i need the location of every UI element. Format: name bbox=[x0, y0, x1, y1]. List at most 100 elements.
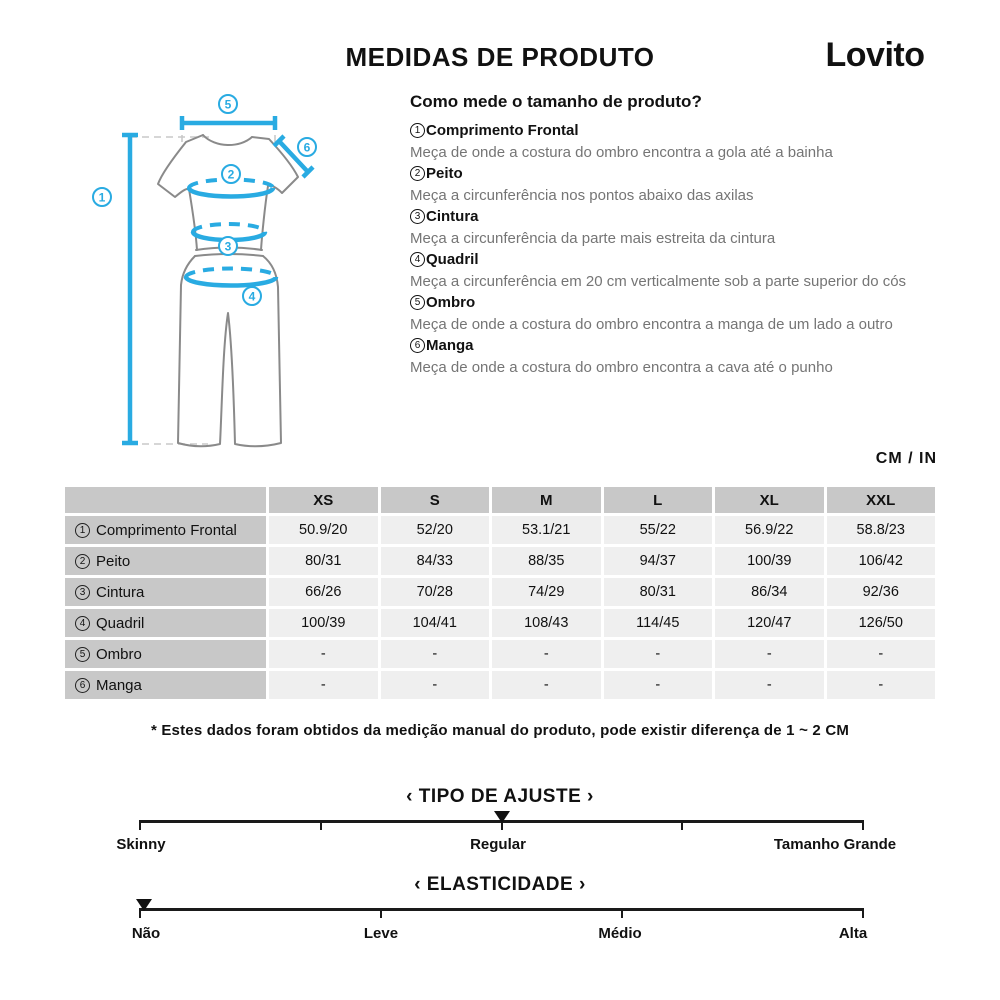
row-label-front-length: 1 Comprimento Frontal bbox=[65, 516, 266, 544]
fit-tick-25 bbox=[319, 820, 322, 830]
guide-term: 5 Ombro bbox=[410, 292, 980, 314]
units-label: CM / IN bbox=[875, 450, 937, 467]
row-label-waist: 3 Cintura bbox=[65, 578, 266, 606]
circled-number: 6 bbox=[75, 677, 90, 693]
table-cell: 80/31 bbox=[603, 578, 712, 606]
fit-scale-line bbox=[139, 811, 864, 830]
fit-tick-0 bbox=[139, 820, 141, 830]
measurement-disclaimer: * Estes dados foram obtidos da medição m… bbox=[150, 722, 850, 739]
table-cell: 100/39 bbox=[715, 547, 824, 575]
measurement-marks bbox=[122, 116, 315, 446]
measure-front-length-line bbox=[122, 132, 138, 446]
guide-term: 4 Quadril bbox=[410, 249, 980, 271]
fit-label-skinny: Skinny bbox=[116, 836, 166, 853]
guide-item-chest: 2 Peito Meça a circunferência nos pontos … bbox=[410, 163, 980, 206]
elasticity-scale-line bbox=[135, 899, 864, 918]
elasticity-label-leve: Leve bbox=[363, 925, 399, 942]
guide-item-front-length: 1 Comprimento Frontal Meça de onde a cost… bbox=[410, 120, 980, 163]
row-label-text: Ombro bbox=[96, 645, 142, 663]
measure-chest-solid bbox=[186, 187, 276, 199]
callout-2-circle bbox=[221, 164, 241, 184]
measure-sleeve-line bbox=[272, 134, 315, 179]
callout-3-circle bbox=[218, 236, 238, 256]
garment-measurement-diagram: 1 2 3 4 5 6 bbox=[92, 94, 317, 448]
guide-term-label: Ombro bbox=[426, 294, 476, 311]
table-cell: 84/33 bbox=[380, 547, 489, 575]
row-label-text: Comprimento Frontal bbox=[96, 521, 237, 539]
table-header-xl: XL bbox=[715, 487, 824, 513]
callout-5-num: 5 bbox=[225, 98, 232, 112]
measure-waist-dashed bbox=[191, 222, 267, 233]
table-cell: - bbox=[380, 671, 489, 699]
fit-pointer-icon bbox=[493, 811, 510, 823]
row-label-text: Cintura bbox=[96, 583, 145, 601]
elasticity-scale-title: ‹ ELASTICIDADE › bbox=[414, 874, 586, 895]
elasticity-tick-0 bbox=[139, 908, 141, 918]
row-label-text: Peito bbox=[96, 552, 131, 570]
table-header-m: M bbox=[492, 487, 601, 513]
table-cell: 108/43 bbox=[492, 609, 601, 637]
guide-item-sleeve: 6 Manga Meça de onde a costura do ombro e… bbox=[410, 335, 980, 378]
table-cell: - bbox=[492, 640, 601, 668]
elasticity-label-alta: Alta bbox=[838, 925, 868, 942]
guide-item-hip: 4 Quadril Meça a circunferência em 20 cm … bbox=[410, 249, 980, 292]
table-cell: - bbox=[826, 671, 935, 699]
row-label-text: Quadril bbox=[96, 614, 145, 632]
lovito-logo: Lovito bbox=[825, 36, 925, 74]
table-cell: - bbox=[715, 640, 824, 668]
measure-guide: Como mede o tamanho de produto? 1 Comprim… bbox=[410, 92, 980, 378]
table-cell: 56.9/22 bbox=[715, 516, 824, 544]
fit-label-tamanho-grande: Tamanho Grande bbox=[773, 836, 897, 853]
guide-desc: Meça a circunferência da parte mais estr… bbox=[410, 229, 776, 247]
table-header-xs: XS bbox=[269, 487, 378, 513]
circled-number: 1 bbox=[410, 123, 425, 139]
table-cell: 52/20 bbox=[380, 516, 489, 544]
circled-number: 2 bbox=[75, 553, 90, 569]
table-cell: 100/39 bbox=[269, 609, 378, 637]
table-cell: - bbox=[380, 640, 489, 668]
guide-term: 6 Manga bbox=[410, 335, 980, 357]
callout-2-num: 2 bbox=[228, 168, 235, 182]
circled-number: 4 bbox=[410, 252, 425, 268]
guide-term-label: Manga bbox=[426, 337, 474, 354]
guide-desc: Meça a circunferência em 20 cm verticalm… bbox=[410, 272, 907, 290]
table-header-xxl: XXL bbox=[826, 487, 935, 513]
guide-desc: Meça de onde a costura do ombro encontra… bbox=[410, 315, 893, 333]
guide-item-shoulder: 5 Ombro Meça de onde a costura do ombro e… bbox=[410, 292, 980, 335]
row-label-chest: 2 Peito bbox=[65, 547, 266, 575]
table-cell: 70/28 bbox=[380, 578, 489, 606]
table-cell: 126/50 bbox=[826, 609, 935, 637]
table-cell: 92/36 bbox=[826, 578, 935, 606]
table-header-s: S bbox=[380, 487, 489, 513]
table-cell: - bbox=[715, 671, 824, 699]
callout-1-circle bbox=[92, 187, 112, 207]
table-cell: 74/29 bbox=[492, 578, 601, 606]
table-cell: 50.9/20 bbox=[269, 516, 378, 544]
circled-number: 3 bbox=[410, 209, 425, 225]
circled-number: 5 bbox=[410, 295, 425, 311]
callout-1-num: 1 bbox=[99, 191, 106, 205]
elasticity-pointer-icon bbox=[135, 899, 152, 911]
guide-heading: Como mede o tamanho de produto? bbox=[410, 92, 702, 111]
jumpsuit-outline bbox=[157, 134, 299, 448]
row-label-shoulder: 5 Ombro bbox=[65, 640, 266, 668]
elasticity-tick-33 bbox=[379, 908, 382, 918]
circled-number: 4 bbox=[75, 615, 90, 631]
fit-scale-title: ‹ TIPO DE AJUSTE › bbox=[406, 786, 594, 807]
table-cell: - bbox=[826, 640, 935, 668]
measure-hip-solid bbox=[183, 276, 279, 288]
guide-term-label: Peito bbox=[426, 165, 463, 182]
size-table: XS S M L XL XXL 1 Comprimento Frontal 50.… bbox=[65, 487, 935, 699]
table-cell: - bbox=[269, 671, 378, 699]
guide-term-label: Quadril bbox=[426, 251, 479, 268]
fit-label-regular: Regular bbox=[470, 836, 526, 853]
circled-number: 3 bbox=[75, 584, 90, 600]
guide-term: 2 Peito bbox=[410, 163, 980, 185]
table-cell: 114/45 bbox=[603, 609, 712, 637]
callout-6-circle bbox=[297, 137, 317, 157]
circled-number: 2 bbox=[410, 166, 425, 182]
table-cell: 104/41 bbox=[380, 609, 489, 637]
guide-term-label: Comprimento Frontal bbox=[426, 122, 579, 139]
row-label-hip: 4 Quadril bbox=[65, 609, 266, 637]
table-cell: 58.8/23 bbox=[826, 516, 935, 544]
